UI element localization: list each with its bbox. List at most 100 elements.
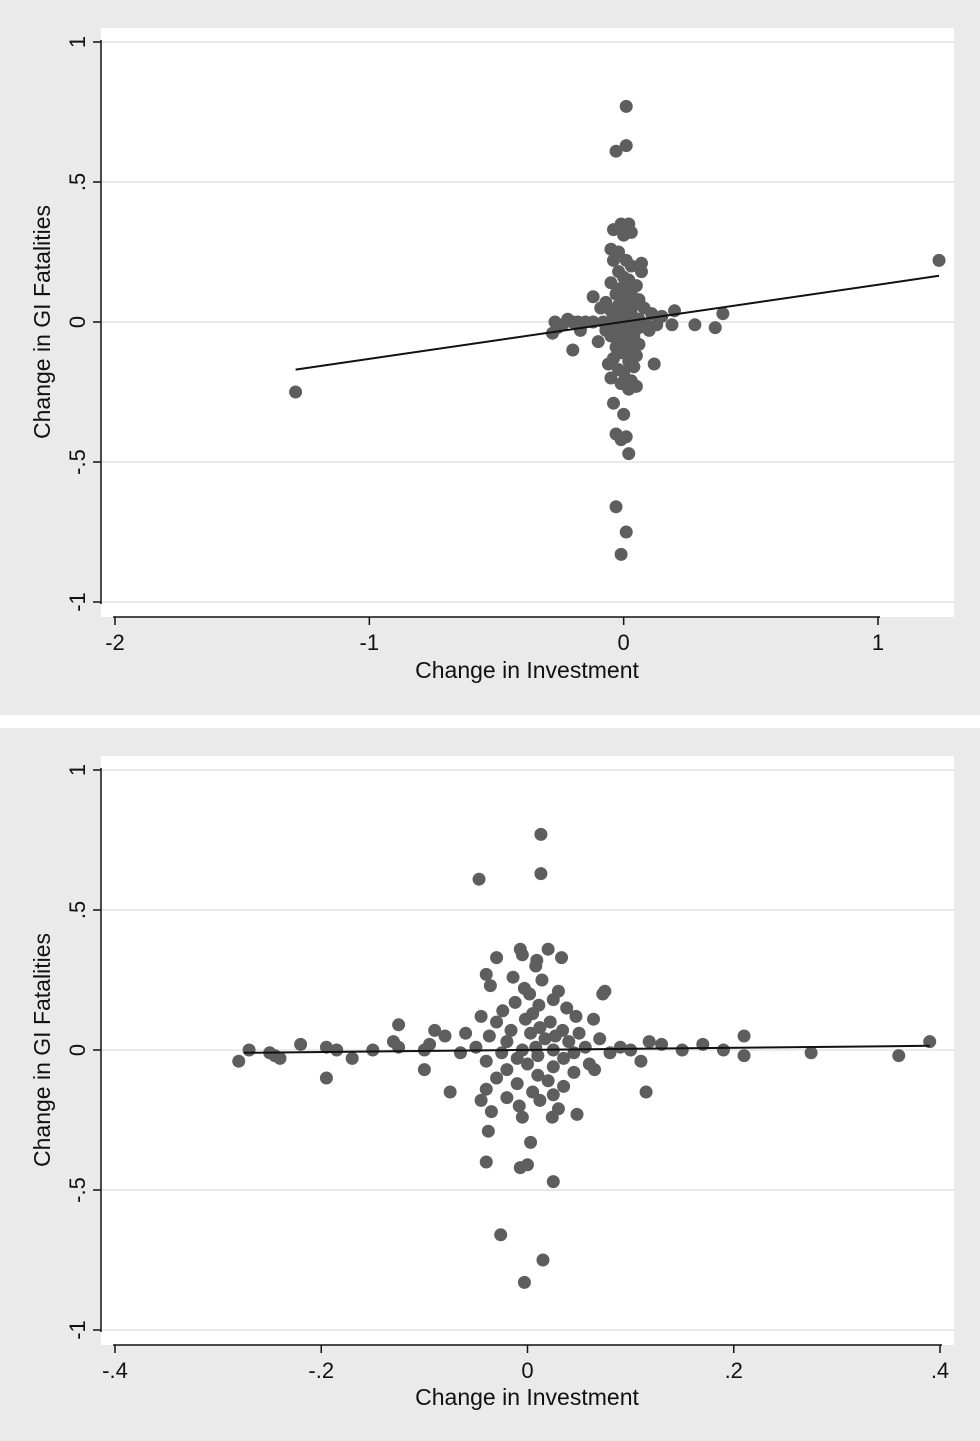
scatter-point	[541, 942, 555, 956]
y-tick-label: -1	[65, 592, 90, 612]
scatter-point	[496, 1004, 510, 1018]
scatter-point	[524, 1135, 538, 1149]
scatter-point	[472, 872, 486, 886]
y-tick-label: -.5	[65, 449, 90, 475]
fit-line-group	[295, 274, 940, 371]
scatter-point	[614, 433, 628, 447]
scatter-point	[524, 1026, 538, 1040]
scatter-point	[573, 323, 587, 337]
scatter-point	[665, 318, 679, 332]
scatter-point	[675, 1043, 689, 1057]
scatter-point	[892, 1049, 906, 1063]
scatter-point	[557, 1051, 571, 1065]
y-axis-title: Change in GI Fatalities	[29, 933, 55, 1167]
scatter-point	[804, 1046, 818, 1060]
scatter-point	[529, 959, 543, 973]
scatter-point	[483, 979, 497, 993]
scatter-point	[510, 1051, 524, 1065]
scatter-point	[596, 987, 610, 1001]
scatter-point	[587, 1012, 600, 1026]
scatter-point	[479, 1054, 493, 1068]
scatter-point	[534, 827, 548, 841]
scatter-point	[538, 1032, 552, 1046]
scatter-point	[614, 547, 628, 561]
scatter-point	[624, 1043, 638, 1057]
scatter-point	[619, 99, 633, 113]
scatter-point	[500, 1063, 514, 1077]
scatter-point	[533, 1093, 547, 1107]
scatter-point	[242, 1043, 256, 1057]
scatter-point	[490, 951, 504, 965]
scatter-point	[330, 1043, 344, 1057]
x-axis-title: Change in Investment	[415, 1384, 639, 1410]
scatter-point	[474, 1093, 488, 1107]
scatter-point	[546, 1088, 560, 1102]
scatter-point	[490, 1071, 504, 1085]
y-tick-label: -1	[65, 1320, 90, 1340]
scatter-point	[319, 1040, 333, 1054]
scatter-point	[482, 1029, 496, 1043]
scatter-point	[545, 326, 559, 340]
scatter-point	[593, 1032, 607, 1046]
scatter-point	[606, 223, 620, 237]
fit-line	[295, 274, 940, 371]
scatter-point	[494, 1228, 508, 1242]
scatter-point	[536, 1253, 550, 1267]
scatter-point	[622, 447, 636, 461]
y-tick-label: .5	[65, 173, 90, 191]
scatter-point	[459, 1026, 473, 1040]
scatter-point	[737, 1049, 751, 1063]
scatter-point	[642, 1035, 656, 1049]
scatter-point	[521, 1158, 534, 1172]
scatter-point	[562, 1035, 576, 1049]
x-tick-label: 0	[618, 630, 630, 655]
axes: -1 -.5 0 .5 1 -2 -1 0 1	[65, 36, 884, 655]
scatter-point	[604, 371, 618, 385]
scatter-plot-bottom: -1 -.5 0 .5 1 -.4 -.2 0 .2 .4 Change in Investmen…	[29, 756, 954, 1410]
scatter-point	[417, 1063, 431, 1077]
scatter-point	[531, 1049, 545, 1063]
scatter-point	[572, 1026, 586, 1040]
scatter-point	[601, 357, 615, 371]
scatter-point	[627, 360, 641, 374]
scatter-point	[500, 1035, 514, 1049]
scatter-point	[504, 1023, 518, 1037]
y-tick-label: .5	[65, 901, 90, 919]
scatter-point	[639, 1085, 653, 1099]
scatter-point	[609, 287, 623, 301]
x-tick-label: .2	[725, 1358, 743, 1383]
scatter-point	[469, 1040, 483, 1054]
x-tick-label: -1	[360, 630, 380, 655]
scatter-point	[617, 365, 631, 379]
scatter-point	[569, 1009, 583, 1023]
scatter-point	[557, 1079, 571, 1093]
scatter-point	[545, 1110, 559, 1124]
scatter-point	[617, 228, 631, 242]
y-tick-label: 0	[65, 316, 90, 328]
scatter-point	[510, 1077, 524, 1091]
scatter-point	[479, 1155, 493, 1169]
scatter-point	[555, 951, 569, 965]
scatter-point	[546, 1060, 560, 1074]
scatter-point	[586, 290, 600, 304]
fit-line-group	[243, 1044, 930, 1054]
scatter-point	[345, 1051, 359, 1065]
scatter-point	[521, 1057, 534, 1071]
scatter-point	[606, 253, 620, 267]
gridlines	[101, 41, 954, 603]
y-axis-title: Change in GI Fatalities	[29, 205, 55, 439]
scatter-point	[500, 1091, 514, 1105]
y-tick-label: 1	[65, 764, 90, 776]
scatter-point	[594, 301, 608, 315]
x-tick-label: -2	[105, 630, 125, 655]
scatter-point	[688, 318, 702, 332]
scatter-point	[619, 525, 633, 539]
scatter-point	[273, 1051, 287, 1065]
scatter-point	[604, 276, 618, 290]
scatter-point	[438, 1029, 452, 1043]
scatter-point	[289, 385, 303, 399]
scatter-point	[548, 1029, 562, 1043]
scatter-point	[366, 1043, 380, 1057]
scatter-point	[515, 1110, 529, 1124]
scatter-point	[443, 1085, 457, 1099]
